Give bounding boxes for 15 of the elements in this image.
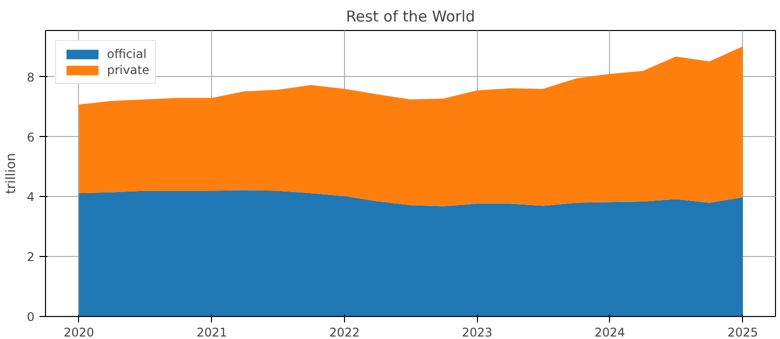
y-tick-label: 6	[26, 130, 35, 144]
x-tick-label: 2023	[462, 326, 492, 339]
x-tick-label: 2024	[594, 326, 626, 339]
y-tick-label: 4	[26, 190, 35, 204]
chart-title: Rest of the World	[346, 8, 476, 26]
legend-label: official	[107, 47, 147, 61]
y-tick-label: 2	[26, 250, 35, 264]
x-tick-label: 2021	[196, 326, 228, 339]
legend-label: private	[107, 63, 150, 77]
y-tick-label: 0	[26, 310, 35, 324]
y-axis-title: trillion	[4, 152, 19, 194]
y-tick-label: 8	[26, 70, 35, 84]
x-tick-label: 2025	[728, 326, 758, 339]
x-tick-label: 2022	[329, 326, 360, 339]
x-tick-label: 2020	[64, 326, 94, 339]
